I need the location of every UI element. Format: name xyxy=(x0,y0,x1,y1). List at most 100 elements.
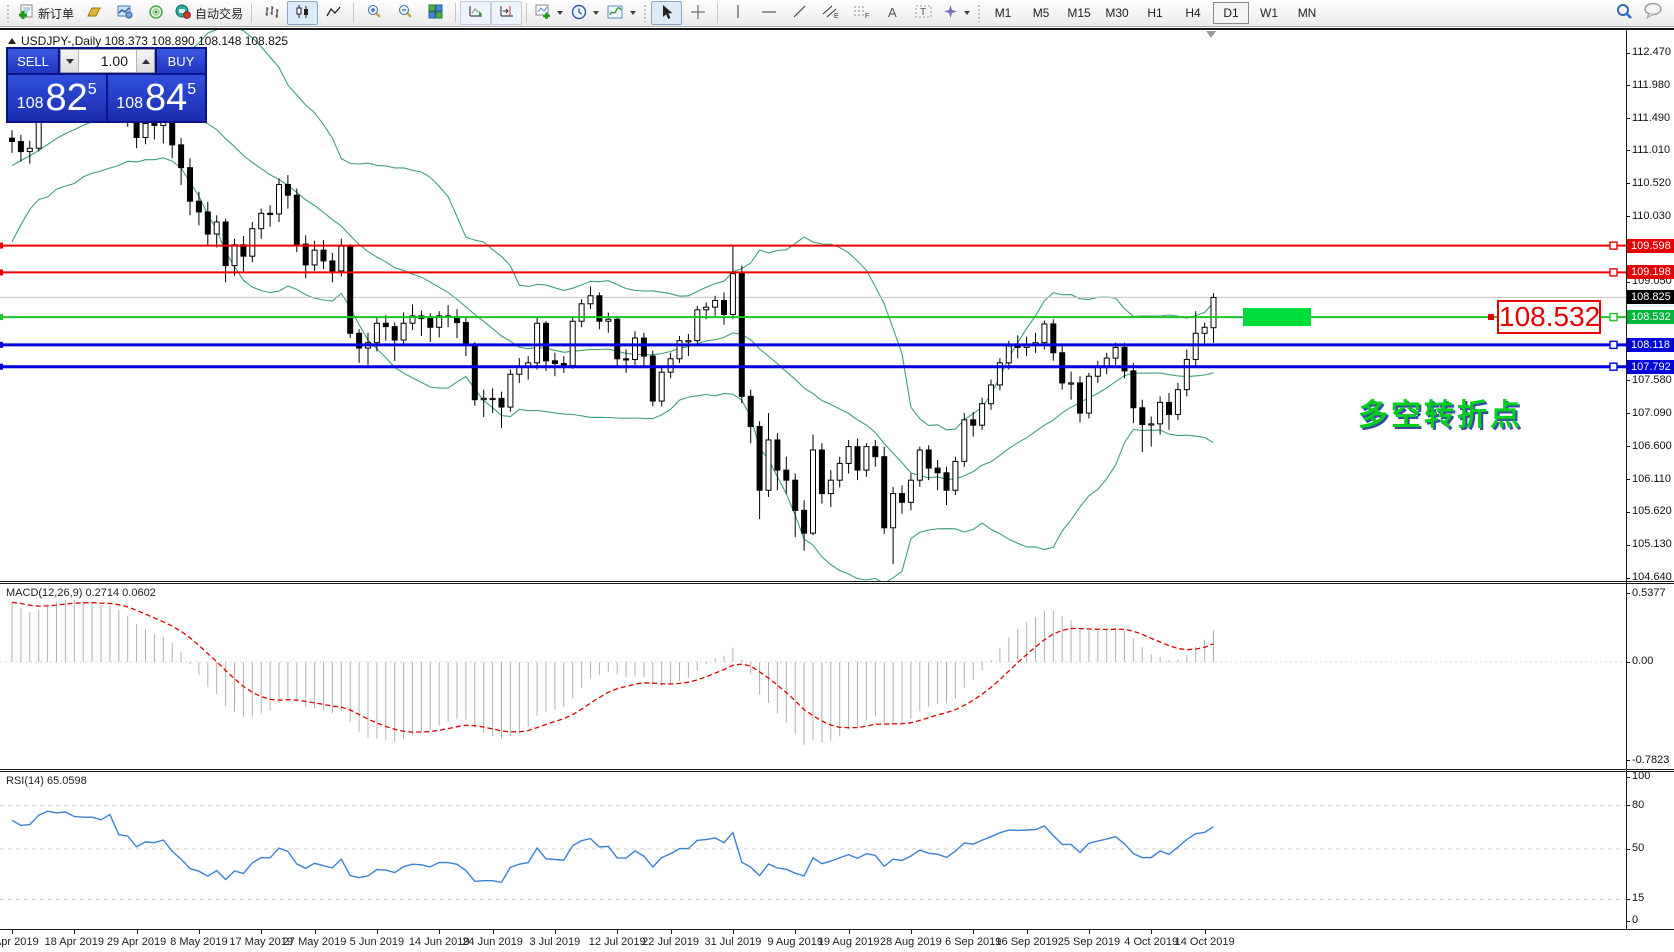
date-axis-tick xyxy=(617,930,619,934)
timeframe-button-m1[interactable]: M1 xyxy=(994,6,1012,20)
svg-text:E: E xyxy=(834,13,839,19)
timeframe-button-m30[interactable]: M30 xyxy=(1105,6,1129,20)
price-axis-label: 111.980 xyxy=(1632,78,1671,91)
tile-windows-icon xyxy=(428,4,443,22)
date-axis-tick xyxy=(732,930,734,934)
rsi-axis-label: 50 xyxy=(1632,842,1645,854)
candlestick-chart-icon xyxy=(295,4,310,22)
autotrade-button[interactable]: 自动交易 xyxy=(171,1,247,25)
zoom-out-button[interactable] xyxy=(389,1,420,25)
toolbar-grip[interactable] xyxy=(977,4,983,22)
vertical-line-tool-button[interactable] xyxy=(722,1,753,25)
horizontal-line-tool-button[interactable] xyxy=(753,1,784,25)
new-order-button[interactable]: 新订单 xyxy=(14,1,78,25)
price-callout-label[interactable]: 108.532 xyxy=(1497,300,1601,334)
periods-button[interactable] xyxy=(567,1,603,25)
price-axis-tick xyxy=(1626,413,1630,415)
date-axis-tick xyxy=(492,930,494,934)
date-axis-tick xyxy=(439,930,441,934)
pane-separator[interactable] xyxy=(0,769,1674,772)
horizontal-line-icon xyxy=(761,6,777,21)
cursor-tool-button[interactable] xyxy=(651,1,683,25)
search-icon[interactable] xyxy=(1615,2,1633,25)
main-price-pane[interactable] xyxy=(0,30,1626,581)
text-a-icon: A xyxy=(886,5,899,22)
macd-axis-tick xyxy=(1626,760,1630,762)
auto-scroll-button[interactable] xyxy=(460,1,492,25)
arrows-tool-button[interactable] xyxy=(939,1,974,25)
svg-text:T: T xyxy=(920,7,926,18)
profiles-button[interactable] xyxy=(78,1,109,25)
dropdown-arrow-icon xyxy=(964,11,971,15)
trendline-tool-button[interactable] xyxy=(784,1,815,25)
market-watch-button[interactable] xyxy=(109,1,140,25)
text-tool-button[interactable]: A xyxy=(877,1,908,25)
rsi-pane[interactable] xyxy=(0,772,1626,929)
date-axis-tick xyxy=(198,930,200,934)
timeframe-button-d1[interactable]: D1 xyxy=(1213,2,1250,24)
periods-clock-icon xyxy=(571,4,587,23)
volume-decrease-button[interactable] xyxy=(61,50,79,72)
channel-tool-button[interactable]: E xyxy=(815,1,846,25)
timeframe-button-w1[interactable]: W1 xyxy=(1260,6,1279,20)
toolbar-grip[interactable] xyxy=(6,4,11,22)
date-axis-tick xyxy=(795,930,797,934)
volume-increase-button[interactable] xyxy=(136,50,154,72)
crosshair-tool-button[interactable] xyxy=(682,1,713,25)
autotrade-icon xyxy=(175,4,191,22)
chat-icon[interactable] xyxy=(1643,2,1663,24)
signals-icon xyxy=(148,4,164,23)
date-axis-label: 9 Aug 2019 xyxy=(767,936,824,948)
timeframe-button-h4[interactable]: H4 xyxy=(1185,6,1201,20)
price-axis-tick xyxy=(1626,183,1630,185)
candlestick-chart-button[interactable] xyxy=(287,1,319,25)
svg-text:A: A xyxy=(888,5,897,19)
buy-price-display[interactable]: 108 84 5 xyxy=(107,75,205,121)
fibonacci-tool-button[interactable]: F xyxy=(846,1,877,25)
chart-shift-icon xyxy=(499,4,515,22)
bar-chart-button[interactable] xyxy=(256,1,287,25)
text-label-tool-button[interactable]: T xyxy=(908,1,939,25)
timeframe-button-mn[interactable]: MN xyxy=(1297,6,1317,20)
price-axis-label: 110.030 xyxy=(1632,209,1671,222)
pane-separator[interactable] xyxy=(0,581,1674,584)
volume-value[interactable]: 1.00 xyxy=(100,53,128,69)
new-order-label: 新订单 xyxy=(38,6,75,21)
sell-price-display[interactable]: 108 82 5 xyxy=(8,75,106,121)
macd-pane[interactable] xyxy=(0,584,1626,769)
chart-shift-button[interactable] xyxy=(491,1,523,25)
buy-button[interactable]: BUY xyxy=(157,49,205,73)
price-axis-tick xyxy=(1626,150,1630,152)
chart-shift-marker[interactable] xyxy=(1206,31,1216,38)
volume-stepper: 1.00 xyxy=(60,49,155,73)
tile-windows-button[interactable] xyxy=(420,1,451,25)
main-toolbar: 新订单 自动交易 xyxy=(0,0,1674,27)
indicators-button[interactable] xyxy=(603,1,640,25)
symbol-collapse-icon[interactable] xyxy=(8,38,16,44)
price-axis-tick xyxy=(1626,380,1630,382)
line-chart-button[interactable] xyxy=(318,1,349,25)
sell-button[interactable]: SELL xyxy=(8,49,58,73)
zoom-in-button[interactable] xyxy=(358,1,389,25)
timeframe-button-m5[interactable]: M5 xyxy=(1032,6,1050,20)
signals-button[interactable] xyxy=(140,1,171,25)
price-axis-tag: 108.825 xyxy=(1627,290,1674,305)
cn-annotation-text[interactable]: 多空转折点 xyxy=(1358,399,1523,432)
date-axis-label: 18 Apr 2019 xyxy=(44,936,104,948)
toolbar-grip[interactable] xyxy=(643,4,649,22)
price-axis-tick xyxy=(1626,479,1630,480)
rsi-axis-tick xyxy=(1626,848,1630,850)
new-chart-button[interactable] xyxy=(531,1,567,25)
price-axis-label: 112.470 xyxy=(1632,46,1671,58)
dropdown-arrow-icon xyxy=(593,11,600,15)
rsi-axis-tick xyxy=(1626,776,1630,778)
date-axis-label: 22 Jul 2019 xyxy=(642,936,700,948)
rsi-axis-label: 80 xyxy=(1632,798,1645,811)
price-axis-tick xyxy=(1626,118,1630,120)
price-axis-tick xyxy=(1626,52,1630,54)
toolbar-separator xyxy=(526,3,528,23)
timeframe-button-h1[interactable]: H1 xyxy=(1147,6,1163,20)
sell-price-int: 108 xyxy=(16,95,44,112)
date-axis-tick xyxy=(973,930,975,934)
timeframe-button-m15[interactable]: M15 xyxy=(1067,6,1091,20)
